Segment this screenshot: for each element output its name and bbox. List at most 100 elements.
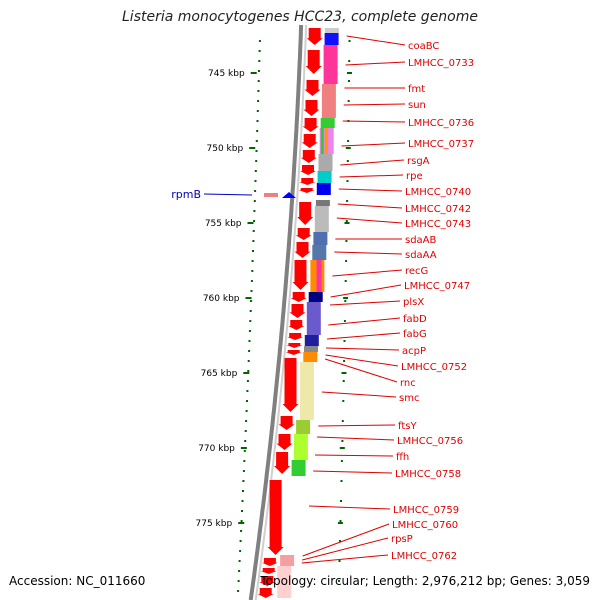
annotation-block bbox=[312, 245, 327, 260]
tick-dot bbox=[253, 200, 256, 202]
tick-dot bbox=[256, 120, 259, 122]
tick-dot bbox=[342, 380, 345, 382]
label-leader bbox=[318, 424, 396, 427]
tick-dot bbox=[343, 360, 346, 362]
gene-arrows-layer bbox=[257, 28, 323, 598]
gene-label[interactable]: LMHCC_0737 bbox=[408, 139, 474, 150]
gene-arrow bbox=[303, 100, 320, 116]
major-tick bbox=[341, 372, 347, 374]
gene-label[interactable]: LMHCC_0759 bbox=[393, 505, 459, 516]
label-leader bbox=[346, 35, 406, 46]
gene-label[interactable]: fabD bbox=[403, 314, 427, 325]
gene-label[interactable]: LMHCC_0740 bbox=[405, 187, 471, 198]
gene-label[interactable]: LMHCC_0743 bbox=[405, 219, 471, 230]
gene-label[interactable]: sdaAA bbox=[405, 250, 437, 261]
tick-dot bbox=[241, 500, 244, 502]
tick-dot bbox=[237, 590, 240, 592]
tick-dot bbox=[340, 500, 342, 502]
rpmB-label[interactable]: rpmB bbox=[171, 188, 201, 201]
annotation-block bbox=[277, 566, 292, 598]
gene-label[interactable]: recG bbox=[405, 266, 428, 277]
gene-arrow bbox=[295, 228, 312, 240]
tick-dot bbox=[253, 210, 256, 212]
tick-dot bbox=[343, 320, 346, 322]
annotation-block bbox=[293, 434, 308, 460]
label-leader bbox=[317, 436, 395, 441]
tick-dot bbox=[239, 540, 242, 542]
tick-dot bbox=[249, 310, 252, 312]
annotation-block bbox=[316, 260, 322, 292]
tick-dot bbox=[258, 60, 261, 62]
gene-label[interactable]: fabG bbox=[403, 329, 427, 340]
tick-dot bbox=[346, 200, 349, 202]
annotation-block bbox=[306, 302, 321, 335]
annotation-block bbox=[323, 45, 338, 84]
label-leader bbox=[340, 159, 405, 166]
gene-label[interactable]: LMHCC_0742 bbox=[405, 204, 471, 215]
label-leader bbox=[343, 103, 406, 106]
annotation-block bbox=[324, 28, 339, 33]
gene-label[interactable]: sun bbox=[408, 100, 426, 111]
gene-label[interactable]: ftsY bbox=[398, 421, 417, 432]
gene-label[interactable]: LMHCC_0736 bbox=[408, 118, 474, 129]
label-leaders-layer bbox=[301, 35, 406, 564]
gene-arrow bbox=[304, 80, 321, 96]
major-tick bbox=[250, 72, 257, 74]
gene-label[interactable]: LMHCC_0762 bbox=[391, 551, 457, 562]
tick-dot bbox=[341, 440, 344, 442]
tick-dot bbox=[254, 170, 257, 172]
tick-dot bbox=[348, 40, 351, 42]
gene-arrow bbox=[285, 350, 302, 355]
tick-dot bbox=[342, 400, 345, 402]
tick-dot bbox=[257, 100, 260, 102]
gene-label[interactable]: LMHCC_0758 bbox=[395, 469, 461, 480]
gene-label[interactable]: rpe bbox=[406, 171, 423, 182]
tick-dot bbox=[241, 510, 243, 512]
tick-dot bbox=[252, 240, 255, 242]
gene-arrow bbox=[294, 242, 311, 258]
tick-dot bbox=[347, 100, 350, 102]
gene-label[interactable]: coaBC bbox=[408, 41, 439, 52]
label-leader bbox=[324, 358, 398, 383]
map-title: Listeria monocytogenes HCC23, complete g… bbox=[122, 9, 478, 25]
gene-label[interactable]: rnc bbox=[400, 378, 416, 389]
tick-dot bbox=[242, 470, 245, 472]
label-leader bbox=[337, 203, 403, 209]
gene-label[interactable]: sdaAB bbox=[405, 235, 437, 246]
gene-label[interactable]: fmt bbox=[408, 84, 425, 95]
tick-dot bbox=[345, 220, 348, 222]
gene-label[interactable]: plsX bbox=[403, 297, 424, 308]
tick-dot bbox=[252, 250, 254, 252]
gene-label[interactable]: rsgA bbox=[407, 156, 430, 167]
accession-text: Accession: NC_011660 bbox=[9, 574, 146, 588]
label-leader bbox=[326, 347, 400, 351]
gene-label[interactable]: ffh bbox=[396, 452, 409, 463]
tick-dot bbox=[250, 280, 253, 282]
gene-label[interactable]: LMHCC_0747 bbox=[404, 281, 470, 292]
tick-dot bbox=[247, 370, 250, 372]
tick-dot bbox=[246, 380, 249, 382]
gene-label[interactable]: LMHCC_0756 bbox=[397, 436, 463, 447]
gene-label[interactable]: smc bbox=[399, 393, 419, 404]
gene-label[interactable]: acpP bbox=[402, 346, 426, 357]
annotation-block bbox=[315, 200, 330, 206]
label-leader bbox=[334, 251, 403, 255]
tick-dot bbox=[248, 330, 251, 332]
annotation-block bbox=[320, 118, 335, 128]
label-leader bbox=[302, 537, 389, 561]
gene-label[interactable]: LMHCC_0752 bbox=[401, 362, 467, 373]
gene-label[interactable]: LMHCC_0760 bbox=[392, 520, 458, 531]
label-leader bbox=[325, 354, 399, 367]
gene-arrow bbox=[260, 568, 277, 574]
label-leader bbox=[301, 554, 389, 564]
tick-dot bbox=[341, 420, 344, 422]
gene-label[interactable]: LMHCC_0733 bbox=[408, 58, 474, 69]
gene-arrow bbox=[286, 343, 303, 348]
label-leader bbox=[321, 391, 397, 398]
tick-dot bbox=[251, 260, 254, 262]
tick-dot bbox=[338, 580, 340, 582]
tick-dot bbox=[347, 140, 350, 142]
gene-label[interactable]: rpsP bbox=[391, 534, 413, 545]
gene-arrow bbox=[287, 333, 304, 340]
tick-dot bbox=[239, 550, 242, 552]
